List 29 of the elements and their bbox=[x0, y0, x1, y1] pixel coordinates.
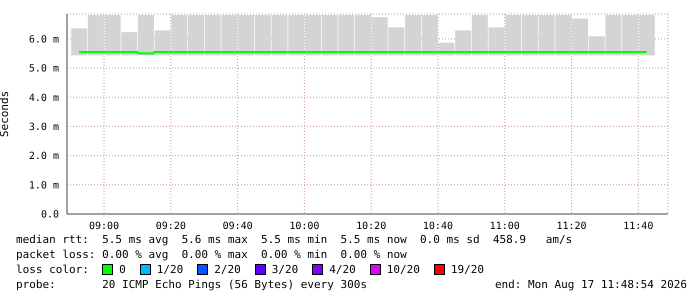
x-tick-label: 11:20 bbox=[556, 221, 587, 232]
y-tick-label: 4.0 m bbox=[28, 92, 59, 104]
text: probe: 20 ICMP Echo Pings (56 Bytes) every 300s bbox=[16, 277, 367, 292]
text: end: Mon Aug 17 11:48:54 2026 bbox=[494, 277, 687, 292]
x-tick-label: 09:00 bbox=[89, 221, 120, 232]
x-tick-label: 10:00 bbox=[289, 221, 320, 232]
text: median rtt: 5.5 ms avg 5.6 ms max 5.5 ms min 5.5 ms now 0.0 ms sd 458.9 am/s bbox=[16, 232, 574, 247]
legend-label: 3/20 bbox=[272, 262, 298, 277]
x-tick-label: 10:40 bbox=[422, 221, 454, 232]
legend-label: 2/20 bbox=[214, 262, 241, 277]
x-tick-label: 09:40 bbox=[222, 221, 253, 232]
y-tick-label: 1.0 m bbox=[28, 180, 59, 192]
y-tick-label: 6.0 m bbox=[28, 34, 59, 46]
legend-label: 19/20 bbox=[450, 262, 484, 277]
text: packet loss: 0.00 % avg 0.00 % max 0.00 % min 0.00 % now bbox=[16, 247, 408, 262]
legend-title: loss color: bbox=[16, 262, 90, 277]
x-tick-label: 10:20 bbox=[356, 221, 386, 232]
x-tick-label: 11:00 bbox=[490, 221, 520, 232]
legend-label: 4/20 bbox=[329, 262, 356, 277]
y-tick-label: 3.0 m bbox=[28, 122, 59, 133]
legend-label: 1/20 bbox=[156, 262, 184, 277]
legend-label: 0 bbox=[119, 262, 126, 277]
x-tick-label: 09:20 bbox=[156, 221, 186, 232]
x-tick-label: 11:40 bbox=[623, 221, 654, 232]
legend-label: 10/20 bbox=[386, 262, 420, 277]
y-tick-label: 2.0 m bbox=[28, 151, 59, 162]
y-tick-label: 5.0 m bbox=[28, 64, 59, 75]
y-axis-title: Seconds bbox=[0, 90, 11, 138]
y-tick-label: 0.0 bbox=[40, 210, 59, 221]
